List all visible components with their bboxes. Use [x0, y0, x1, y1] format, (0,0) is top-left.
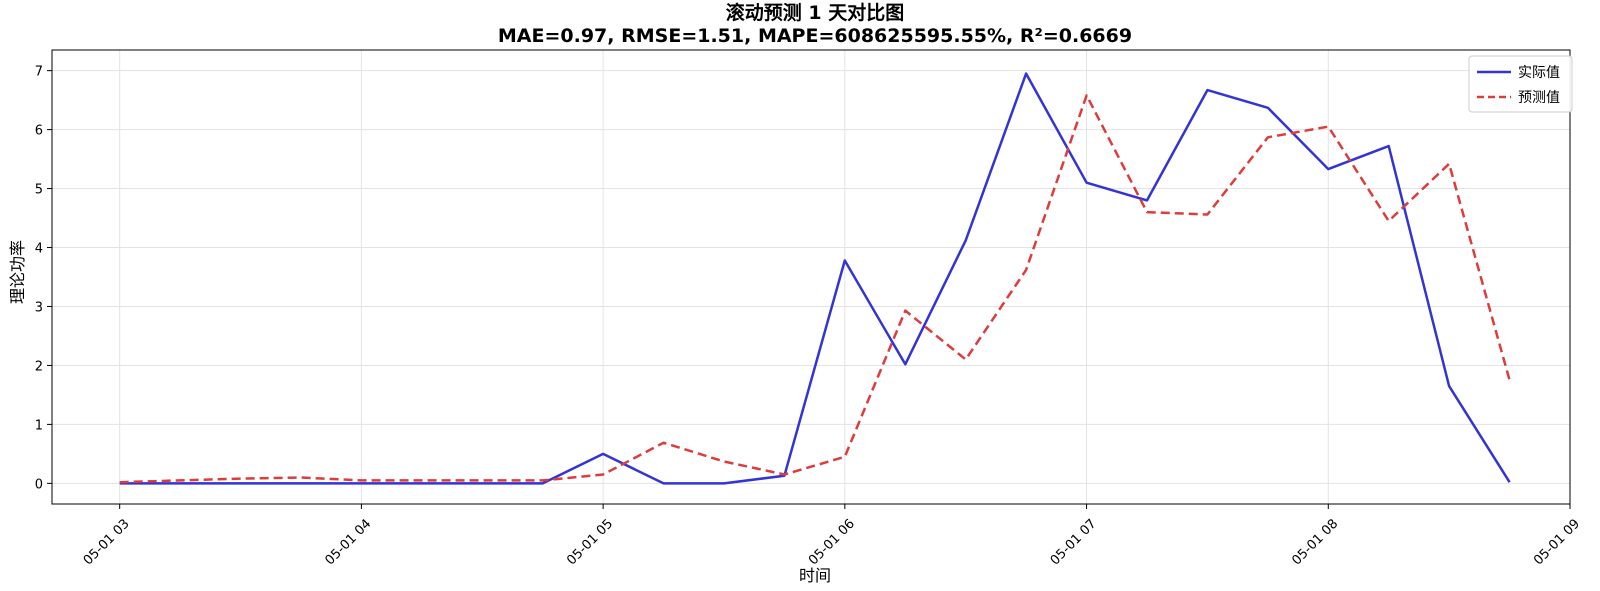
- y-tick-label: 5: [35, 183, 43, 198]
- x-tick-label: 05-01 07: [1048, 516, 1100, 568]
- y-tick-label: 1: [35, 418, 43, 433]
- series-group: [119, 72, 1511, 485]
- x-tick-label: 05-01 03: [81, 516, 133, 568]
- y-axis: 0 1 2 3 4 5 6 7: [35, 65, 52, 492]
- x-tick-label: 05-01 05: [564, 516, 616, 568]
- legend-label-actual: 实际值: [1518, 65, 1560, 81]
- y-tick-label: 6: [35, 124, 43, 139]
- x-axis: 05-01 03 05-01 04 05-01 05 05-01 06 05-01 07…: [81, 504, 1583, 568]
- y-tick-label: 3: [35, 300, 43, 315]
- x-tick-label: 05-01 09: [1531, 516, 1583, 568]
- y-tick-label: 0: [35, 477, 43, 492]
- y-tick-label: 7: [35, 65, 43, 80]
- legend: 实际值 预测值: [1468, 55, 1573, 113]
- y-tick-label: 2: [35, 359, 43, 374]
- legend-label-predicted: 预测值: [1518, 90, 1560, 106]
- chart-subtitle: MAE=0.97, RMSE=1.51, MAPE=608625595.55%,…: [498, 25, 1132, 47]
- grid: [52, 50, 1571, 504]
- x-axis-label: 时间: [799, 566, 831, 585]
- x-tick-label: 05-01 04: [323, 516, 375, 568]
- series-line-predicted: [119, 94, 1511, 484]
- y-axis-label: 理论功率: [8, 240, 27, 304]
- plot-frame: [51, 49, 1571, 505]
- y-tick-label: 4: [35, 242, 43, 257]
- x-tick-label: 05-01 08: [1289, 516, 1341, 568]
- x-tick-label: 05-01 06: [806, 516, 858, 568]
- chart-title: 滚动预测 1 天对比图: [726, 1, 904, 24]
- series-line-actual: [119, 72, 1511, 485]
